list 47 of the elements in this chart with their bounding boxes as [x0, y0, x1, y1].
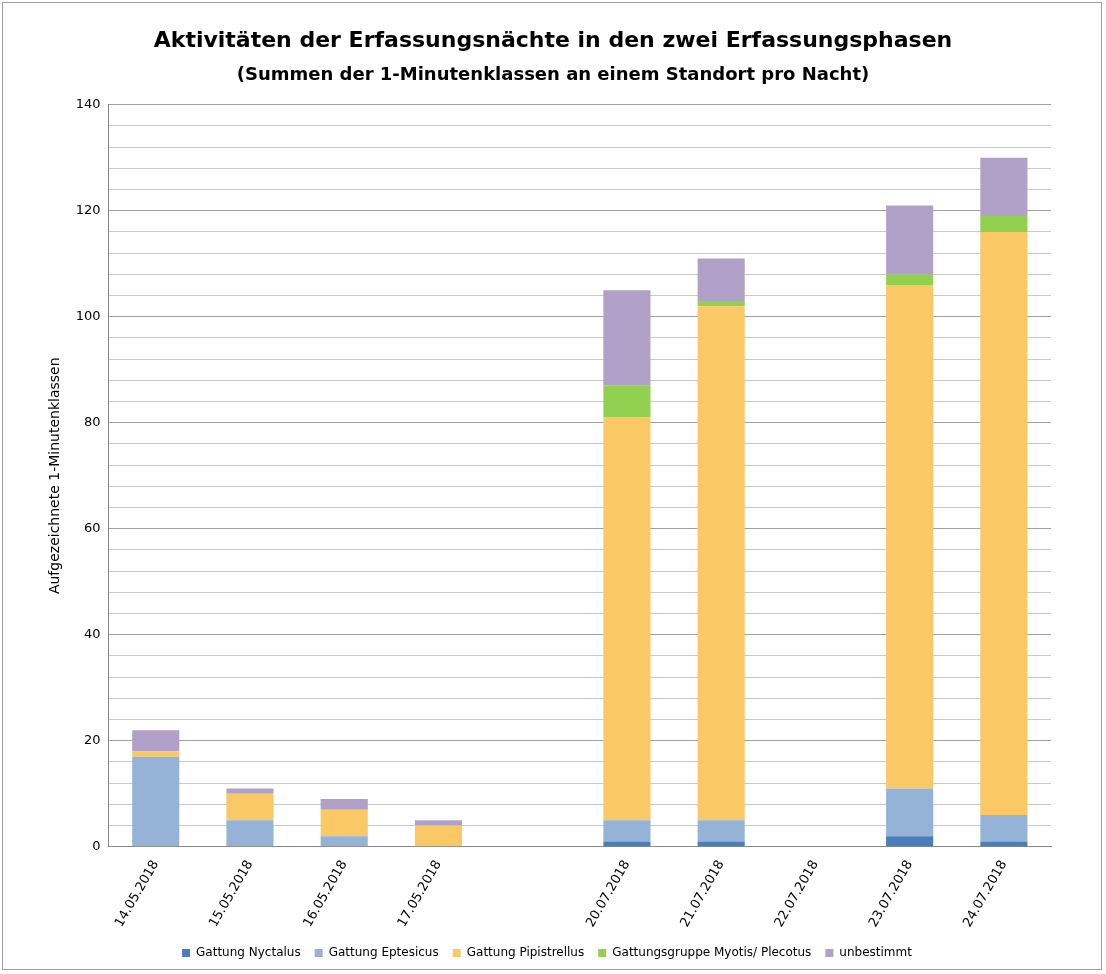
y-tick-label: 120	[75, 202, 101, 218]
bar	[886, 274, 934, 285]
bar	[980, 216, 1028, 232]
bar	[603, 385, 651, 418]
y-tick-label: 80	[84, 414, 101, 430]
y-tick-label: 60	[84, 520, 101, 536]
bar	[414, 820, 463, 826]
bar	[320, 809, 368, 837]
bar	[226, 820, 274, 847]
bar	[886, 788, 934, 837]
legend-label: unbestimmt	[839, 945, 913, 960]
bar	[697, 258, 745, 301]
bar	[980, 231, 1028, 815]
bar	[697, 841, 745, 847]
legend-label: Gattung Pipistrellus	[466, 945, 585, 960]
bar	[603, 417, 651, 821]
chart-title: Aktivitäten der Erfassungsnächte in den zwei Erfassungsphasen	[152, 27, 954, 52]
y-tick-label: 20	[84, 732, 101, 748]
bar	[132, 730, 180, 752]
bar	[697, 820, 745, 842]
bar	[132, 751, 180, 757]
bar	[980, 814, 1028, 842]
bar	[886, 836, 934, 847]
bar	[320, 799, 368, 810]
bar	[226, 788, 274, 794]
legend-label: Gattung Eptesicus	[328, 945, 439, 960]
bar	[603, 290, 651, 386]
legend-label: Gattung Nyctalus	[196, 945, 301, 960]
y-tick-label: 140	[75, 96, 101, 112]
bar	[697, 300, 745, 307]
bar	[320, 836, 368, 847]
y-axis-title: Aufgezeichnete 1-Minutenklassen	[46, 357, 63, 595]
y-tick-label: 100	[75, 308, 101, 324]
bar	[697, 306, 745, 821]
y-tick-label: 40	[84, 626, 101, 642]
chart-subtitle: (Summen der 1-Minutenklassen an einem Standort pro Nacht)	[235, 63, 871, 84]
bar	[886, 205, 934, 275]
y-tick-label: 0	[92, 838, 101, 854]
bar	[603, 841, 651, 847]
bar	[980, 841, 1028, 847]
bar	[886, 284, 934, 789]
bar	[132, 756, 180, 847]
bar	[226, 793, 274, 821]
bar	[980, 157, 1028, 217]
bar	[603, 820, 651, 842]
legend-label: Gattungsgruppe Myotis/ Plecotus	[612, 945, 812, 960]
bar	[414, 825, 463, 847]
